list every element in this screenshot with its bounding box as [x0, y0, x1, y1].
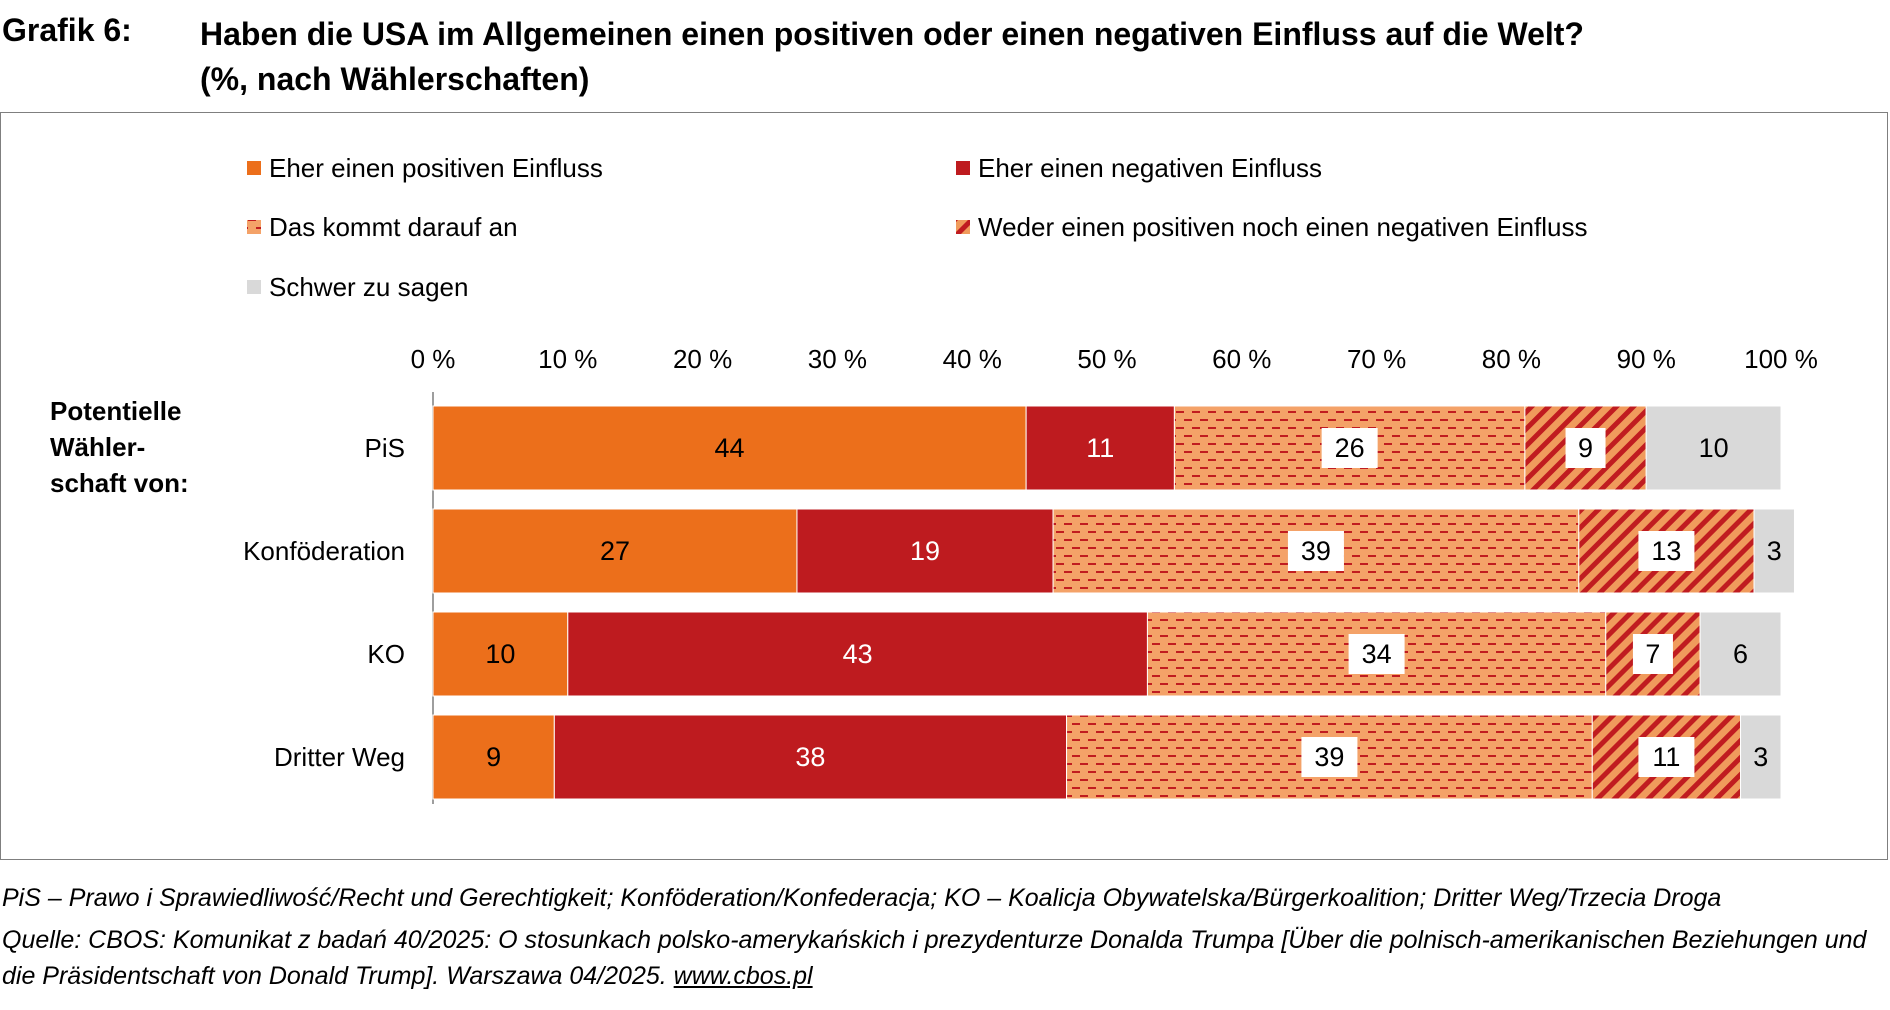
- data-label-unsure: 6: [1733, 639, 1748, 669]
- x-tick-label: 60 %: [1212, 344, 1271, 374]
- legend-item-neither: Weder einen positiven noch einen negativ…: [956, 212, 1587, 242]
- y-title-line: Wähler-: [50, 432, 145, 462]
- bar-row: Konföderation 27 19 39 13 3: [243, 508, 1795, 594]
- data-label-positive: 27: [600, 536, 630, 566]
- data-label-depends: 26: [1335, 433, 1365, 463]
- data-label-unsure: 10: [1699, 433, 1729, 463]
- bar-segment-unsure: [1699, 611, 1782, 697]
- legend-label-neither: Weder einen positiven noch einen negativ…: [978, 212, 1587, 242]
- data-label-negative: 19: [910, 536, 940, 566]
- data-label-positive: 10: [485, 639, 515, 669]
- data-label-bg: [1632, 634, 1673, 674]
- legend-swatch-depends: [247, 220, 261, 234]
- data-label-depends: 39: [1314, 742, 1344, 772]
- legend-item-negative: Eher einen negativen Einfluss: [956, 153, 1322, 183]
- category-label: PiS: [365, 433, 405, 463]
- chart-title-line-1: Haben die USA im Allgemeinen einen posit…: [200, 16, 1584, 52]
- y-title-line: schaft von:: [50, 468, 189, 498]
- bar-segment-unsure: [1753, 508, 1795, 594]
- data-label-neither: 13: [1651, 536, 1681, 566]
- category-label: KO: [367, 639, 405, 669]
- legend-swatch-negative: [956, 161, 970, 175]
- legend-label-negative: Eher einen negativen Einfluss: [978, 153, 1322, 183]
- data-label-bg: [1301, 737, 1358, 777]
- data-label-depends: 34: [1362, 639, 1392, 669]
- source-link[interactable]: www.cbos.pl: [673, 962, 813, 990]
- x-tick-label: 100 %: [1744, 344, 1818, 374]
- data-label-bg: [1321, 428, 1378, 468]
- category-label: Konföderation: [243, 536, 405, 566]
- source-footnote: Quelle: CBOS: Komunikat z badań 40/2025:…: [2, 922, 1888, 994]
- data-label-negative: 43: [843, 639, 873, 669]
- data-label-negative: 11: [1086, 433, 1114, 463]
- abbreviations-footnote: PiS – Prawo i Sprawiedliwość/Recht und G…: [2, 884, 1722, 912]
- bar-segment-positive: [432, 508, 798, 594]
- bar-segment-negative: [553, 714, 1068, 800]
- bar-segment-unsure: [1740, 714, 1782, 800]
- legend-swatch-positive: [247, 161, 261, 175]
- legend: Eher einen positiven Einfluss Eher einen …: [247, 153, 1587, 302]
- bar-segment-positive: [432, 714, 555, 800]
- x-axis: 0 % 10 % 20 % 30 % 40 % 50 % 60 % 70 % 80 % 90 % 1…: [411, 344, 1818, 804]
- data-label-positive: 44: [715, 433, 745, 463]
- legend-label-unsure: Schwer zu sagen: [269, 272, 468, 302]
- bar-segment-negative: [567, 611, 1148, 697]
- data-label-bg: [1348, 634, 1405, 674]
- legend-item-unsure: Schwer zu sagen: [247, 272, 468, 302]
- chart-frame: [0, 112, 1888, 860]
- category-label: Dritter Weg: [274, 742, 405, 772]
- chart-title: Haben die USA im Allgemeinen einen posit…: [200, 12, 1860, 102]
- chart-subtitle: (%, nach Wählerschaften): [200, 61, 590, 97]
- x-tick-label: 80 %: [1482, 344, 1541, 374]
- x-tick-label: 10 %: [538, 344, 597, 374]
- data-label-bg: [1565, 428, 1606, 468]
- data-label-neither: 11: [1652, 742, 1680, 772]
- data-label-unsure: 3: [1753, 742, 1768, 772]
- data-label-bg: [1638, 531, 1695, 571]
- x-tick-label: 40 %: [943, 344, 1002, 374]
- x-tick-label: 50 %: [1077, 344, 1136, 374]
- figure-label: Grafik 6:: [2, 12, 132, 48]
- bar-segment-negative: [796, 508, 1054, 594]
- chart-svg: Eher einen positiven Einfluss Eher einen …: [50, 153, 1818, 804]
- legend-swatch-neither: [956, 220, 970, 234]
- x-tick-label: 0 %: [411, 344, 456, 374]
- legend-swatch-unsure: [247, 280, 261, 294]
- bar-segment-negative: [1025, 405, 1175, 491]
- source-text: Quelle: CBOS: Komunikat z badań 40/2025:…: [2, 926, 1867, 990]
- bar-row: Dritter Weg 9 38 39 11 3: [274, 714, 1782, 800]
- bar-row: PiS 44 11 26 9 10: [365, 405, 1782, 491]
- bar-row: KO 10 43 34 7 6: [367, 611, 1782, 697]
- bar-segment-positive: [432, 405, 1027, 491]
- data-label-neither: 9: [1578, 433, 1593, 463]
- legend-label-positive: Eher einen positiven Einfluss: [269, 153, 603, 183]
- x-tick-label: 20 %: [673, 344, 732, 374]
- data-label-depends: 39: [1301, 536, 1331, 566]
- legend-item-depends: Das kommt darauf an: [247, 212, 518, 242]
- data-label-bg: [1638, 737, 1695, 777]
- data-label-unsure: 3: [1767, 536, 1782, 566]
- x-tick-label: 30 %: [808, 344, 867, 374]
- data-label-bg: [1287, 531, 1344, 571]
- x-tick-label: 70 %: [1347, 344, 1406, 374]
- y-axis-title: Potentielle Wähler-schaft von:: [50, 396, 189, 498]
- data-label-neither: 7: [1645, 639, 1660, 669]
- data-label-negative: 38: [795, 742, 825, 772]
- legend-item-positive: Eher einen positiven Einfluss: [247, 153, 603, 183]
- data-label-positive: 9: [486, 742, 501, 772]
- bar-segment-unsure: [1645, 405, 1782, 491]
- x-tick-label: 90 %: [1617, 344, 1676, 374]
- y-title-line: Potentielle: [50, 396, 181, 426]
- legend-label-depends: Das kommt darauf an: [269, 212, 518, 242]
